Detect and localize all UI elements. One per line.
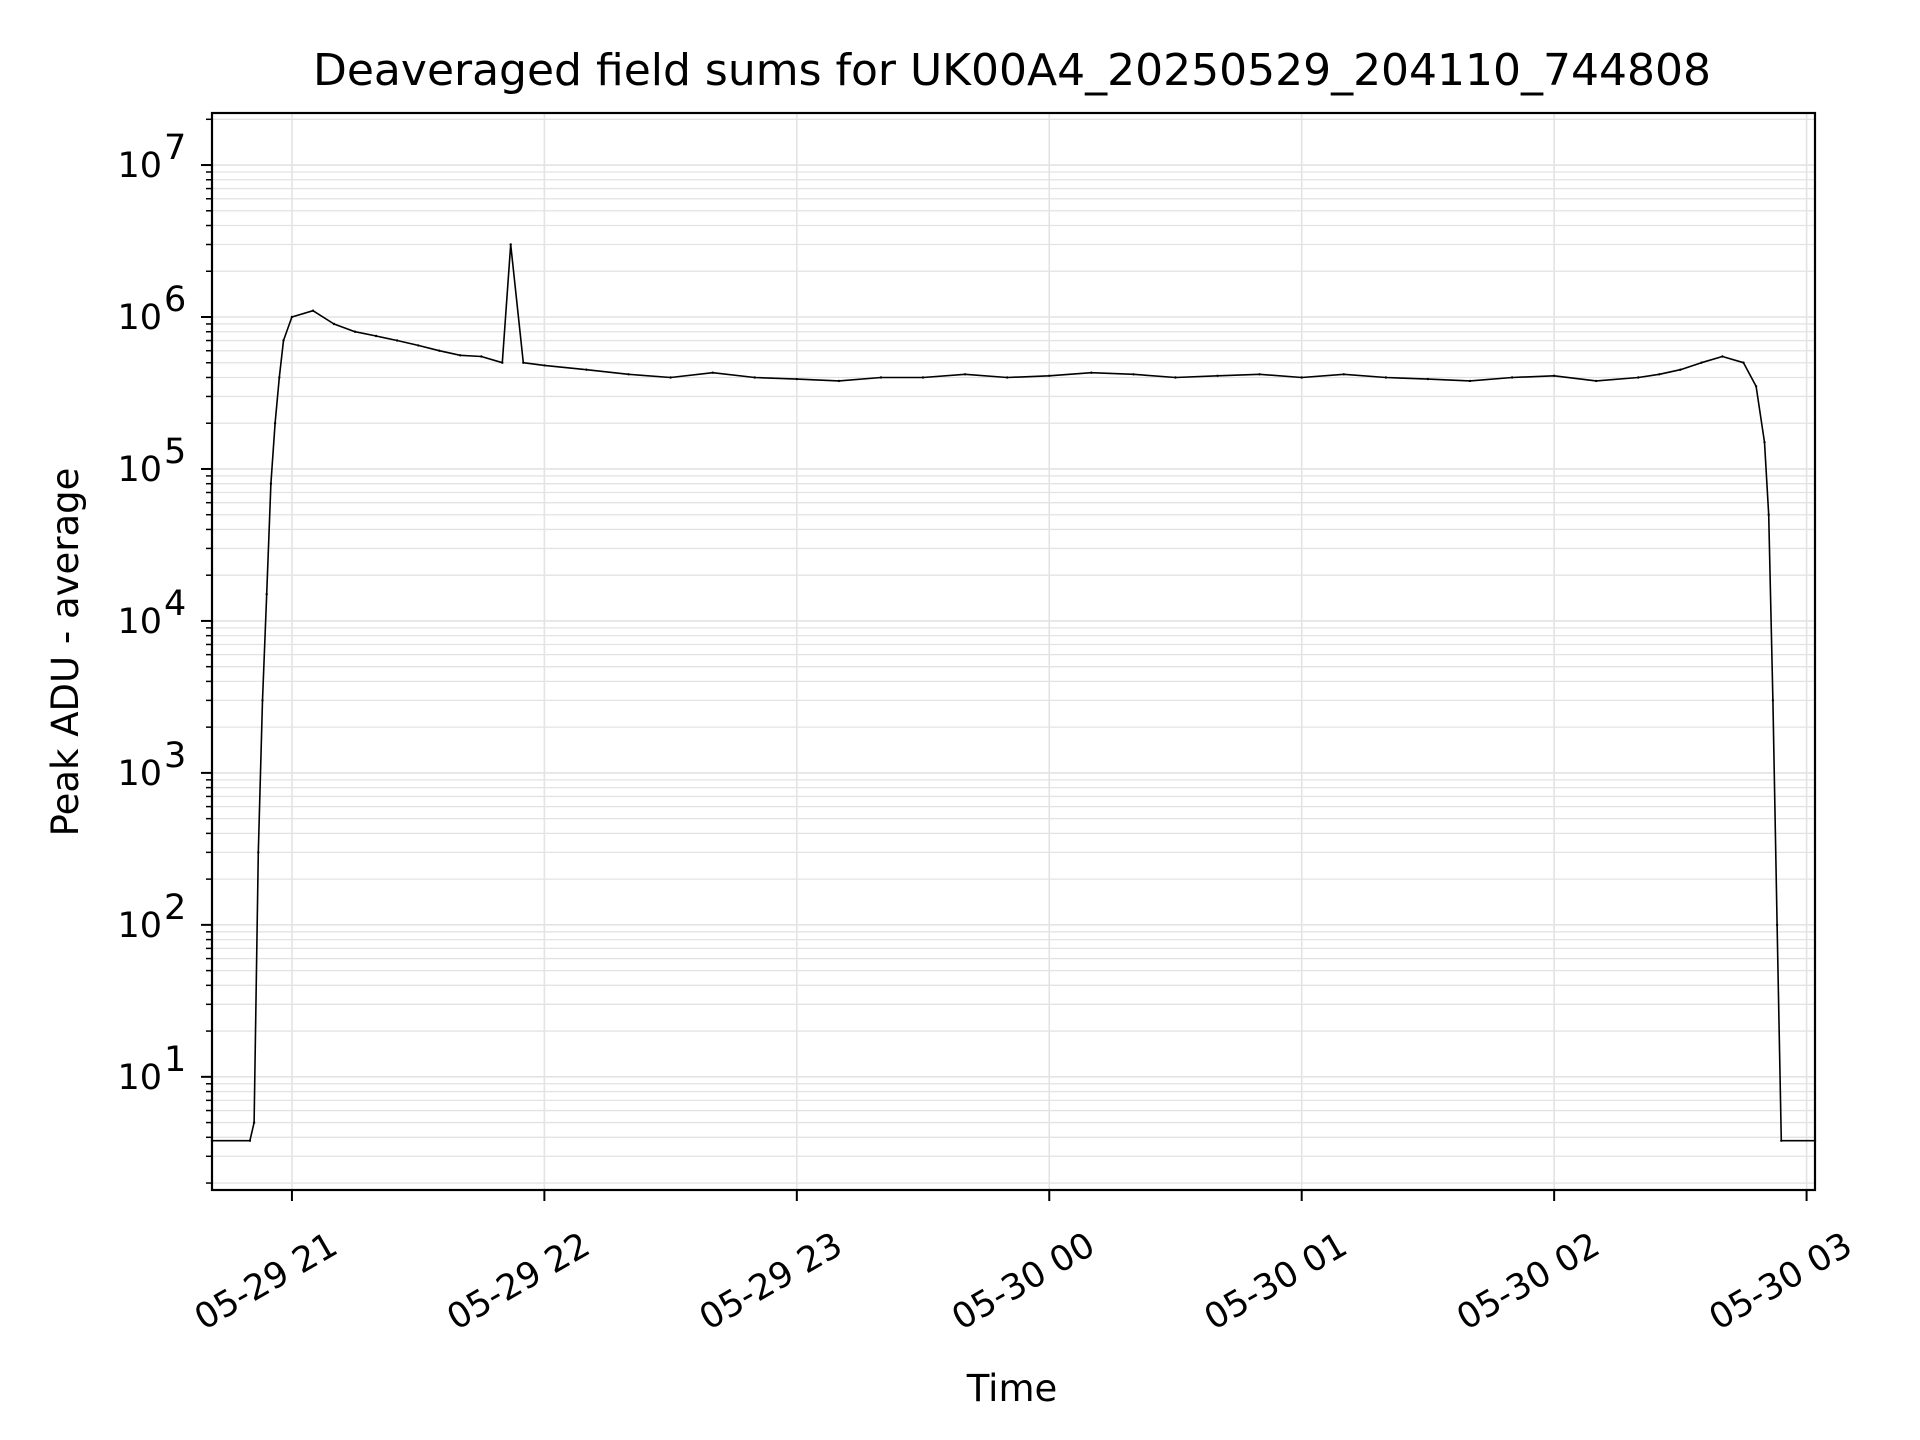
data-point xyxy=(1771,699,1775,702)
data-point xyxy=(282,339,285,342)
data-point xyxy=(395,339,399,342)
data-point xyxy=(269,482,273,485)
series-layer xyxy=(210,243,1817,1142)
x-tick-label: 05-30 00 xyxy=(945,1225,1101,1338)
data-point xyxy=(311,309,315,312)
x-tick-label: 05-30 01 xyxy=(1198,1225,1354,1338)
data-point xyxy=(1700,361,1703,364)
data-point xyxy=(585,368,588,371)
data-point xyxy=(261,699,264,702)
data-point xyxy=(353,330,357,333)
data-point xyxy=(1384,376,1388,379)
data-point xyxy=(1754,385,1758,388)
y-tick-exponent: 2 xyxy=(164,888,186,928)
data-point xyxy=(1216,374,1219,377)
x-axis-label: Time xyxy=(966,1367,1058,1410)
data-point xyxy=(480,355,483,358)
data-point xyxy=(248,1139,252,1142)
data-point xyxy=(417,344,420,347)
y-axis-label: Peak ADU - average xyxy=(44,468,87,837)
y-tick-label: 10 xyxy=(117,146,162,186)
y-tick-exponent: 7 xyxy=(164,128,186,168)
y-tick-exponent: 3 xyxy=(164,736,186,776)
y-tick-label: 10 xyxy=(117,1058,162,1098)
y-tick-exponent: 1 xyxy=(164,1040,186,1080)
y-tick-label: 10 xyxy=(117,602,162,642)
data-point xyxy=(753,376,756,379)
data-point xyxy=(522,361,525,364)
data-point xyxy=(627,373,630,376)
data-point xyxy=(1342,373,1346,376)
y-tick-label: 10 xyxy=(117,298,162,338)
data-point xyxy=(459,354,462,357)
data-point xyxy=(501,361,504,364)
x-tick-label: 05-30 02 xyxy=(1450,1225,1606,1338)
series-line xyxy=(212,243,1815,1142)
data-point xyxy=(1426,377,1430,381)
data-point xyxy=(252,1121,256,1124)
grid xyxy=(212,113,1815,1190)
data-point xyxy=(438,349,441,352)
data-point xyxy=(1090,371,1093,374)
data-point xyxy=(1300,376,1303,379)
data-point xyxy=(1658,373,1661,376)
data-point xyxy=(1767,513,1770,516)
data-point xyxy=(1048,374,1051,377)
y-tick-exponent: 5 xyxy=(164,432,186,472)
x-tick-label: 05-29 22 xyxy=(441,1225,597,1338)
data-point xyxy=(1006,376,1009,379)
y-tick-label: 10 xyxy=(117,906,162,946)
plot-frame xyxy=(210,111,1817,1192)
data-point xyxy=(332,322,336,326)
data-point xyxy=(273,422,277,425)
data-point xyxy=(543,364,546,367)
y-tick-label: 10 xyxy=(117,754,162,794)
data-point xyxy=(1132,373,1135,376)
data-point xyxy=(509,243,512,246)
data-point xyxy=(921,376,925,379)
data-point xyxy=(1637,376,1640,379)
chart-title: Deaveraged field sums for UK00A4_2025052… xyxy=(313,45,1711,96)
y-tick-exponent: 4 xyxy=(164,584,186,624)
data-point xyxy=(374,334,378,338)
data-point xyxy=(1780,1139,1783,1142)
data-point xyxy=(1552,374,1556,377)
data-point xyxy=(1510,376,1514,379)
x-axis: 05-29 21 05-29 22 05-29 23 05-30 00 05-30 01… xyxy=(188,1190,1859,1338)
y-tick-label: 10 xyxy=(117,450,162,490)
data-point xyxy=(1721,355,1724,358)
x-tick-label: 05-29 21 xyxy=(188,1225,344,1338)
x-tick-label: 05-29 23 xyxy=(693,1225,849,1338)
data-point xyxy=(837,379,841,383)
data-point xyxy=(1174,376,1177,379)
data-point xyxy=(963,373,967,376)
data-point xyxy=(265,593,268,596)
data-point xyxy=(1468,379,1472,383)
data-point xyxy=(879,376,883,379)
data-point xyxy=(1258,373,1261,376)
data-point xyxy=(290,315,294,319)
data-point xyxy=(278,376,281,379)
data-point xyxy=(1595,379,1598,383)
data-point xyxy=(1775,923,1779,927)
x-tick-label: 05-30 03 xyxy=(1703,1225,1859,1338)
data-point xyxy=(1679,368,1682,371)
data-point xyxy=(1742,361,1745,364)
y-tick-exponent: 6 xyxy=(164,280,186,320)
data-point xyxy=(795,377,798,381)
data-point xyxy=(1763,441,1766,444)
data-point xyxy=(257,851,260,854)
data-point xyxy=(669,376,672,379)
data-point xyxy=(711,371,714,374)
